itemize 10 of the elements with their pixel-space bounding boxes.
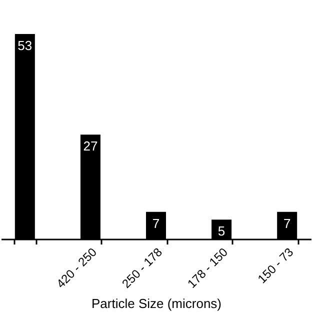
x-tick-label: 178 - 150	[184, 244, 231, 291]
data-label: 27	[83, 138, 98, 154]
data-label: 7	[283, 216, 291, 231]
x-tick-label: 150 - 73	[255, 244, 296, 286]
x-axis-title: Particle Size (microns)	[91, 296, 222, 312]
x-tick-label: 250 - 178	[119, 244, 166, 291]
x-tick-label: 420 - 250	[54, 244, 100, 291]
data-label: 7	[152, 216, 160, 231]
data-label: 5	[218, 224, 226, 239]
data-label: 53	[18, 38, 32, 53]
